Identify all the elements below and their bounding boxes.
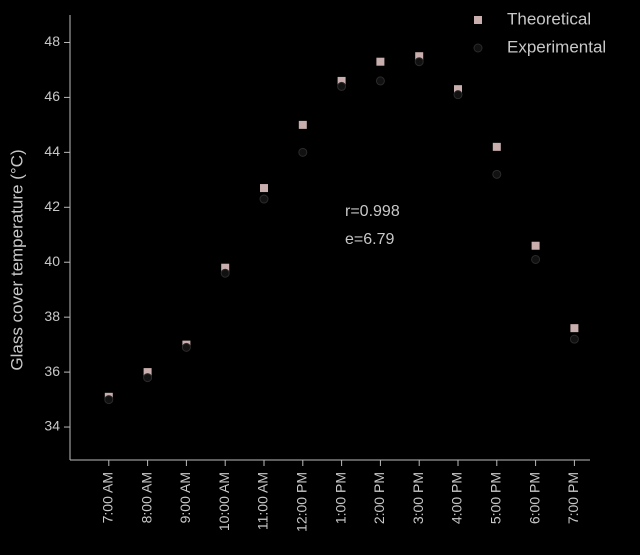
x-tick-label: 10:00 AM <box>216 472 232 531</box>
point <box>260 184 268 193</box>
y-tick-label: 40 <box>44 253 60 269</box>
y-tick-label: 44 <box>44 143 60 159</box>
point <box>298 147 308 157</box>
legend-marker <box>473 43 483 53</box>
point <box>181 342 191 352</box>
x-tick-label: 7:00 AM <box>100 472 116 523</box>
y-tick-label: 36 <box>44 363 60 379</box>
x-tick-label: 1:00 PM <box>332 472 348 524</box>
point <box>453 90 463 100</box>
point <box>570 324 579 333</box>
x-tick-label: 9:00 AM <box>177 472 193 523</box>
point <box>376 57 385 66</box>
x-tick-label: 3:00 PM <box>410 472 426 524</box>
legend-marker <box>474 16 482 24</box>
x-tick-label: 7:00 PM <box>565 472 581 524</box>
y-tick-label: 34 <box>44 418 60 434</box>
point <box>143 368 152 377</box>
point <box>492 142 501 151</box>
point <box>298 120 307 129</box>
x-tick-label: 12:00 PM <box>294 472 310 532</box>
point <box>220 268 230 278</box>
point <box>375 76 385 86</box>
point <box>531 254 541 264</box>
point <box>143 373 153 383</box>
point <box>104 395 114 405</box>
y-tick-label: 46 <box>44 88 60 104</box>
y-tick-label: 38 <box>44 308 60 324</box>
point <box>337 81 347 91</box>
point <box>414 57 424 67</box>
legend-label: Experimental <box>507 37 606 56</box>
x-tick-label: 6:00 PM <box>526 472 542 524</box>
point <box>569 334 579 344</box>
point <box>454 85 462 94</box>
y-axis-label: Glass cover temperature (°C) <box>7 149 26 370</box>
point <box>337 76 346 85</box>
x-tick-label: 4:00 PM <box>449 472 465 524</box>
x-tick-label: 2:00 PM <box>371 472 387 524</box>
point <box>415 52 424 61</box>
point <box>221 263 230 272</box>
annotation: r=0.998 <box>345 203 400 220</box>
x-tick-label: 11:00 AM <box>255 472 271 530</box>
x-tick-label: 5:00 PM <box>488 472 504 524</box>
y-tick-label: 48 <box>44 33 60 49</box>
legend-label: Theoretical <box>507 9 591 28</box>
annotation: e=6.79 <box>345 231 394 248</box>
point <box>492 169 502 179</box>
y-tick-label: 42 <box>44 198 60 214</box>
point <box>259 194 269 204</box>
x-tick-label: 8:00 AM <box>138 472 154 523</box>
point <box>531 241 540 250</box>
